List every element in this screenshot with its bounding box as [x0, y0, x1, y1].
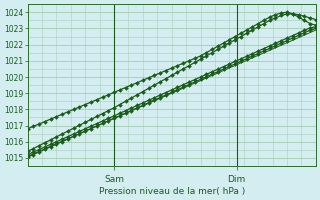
X-axis label: Pression niveau de la mer( hPa ): Pression niveau de la mer( hPa ) — [99, 187, 245, 196]
